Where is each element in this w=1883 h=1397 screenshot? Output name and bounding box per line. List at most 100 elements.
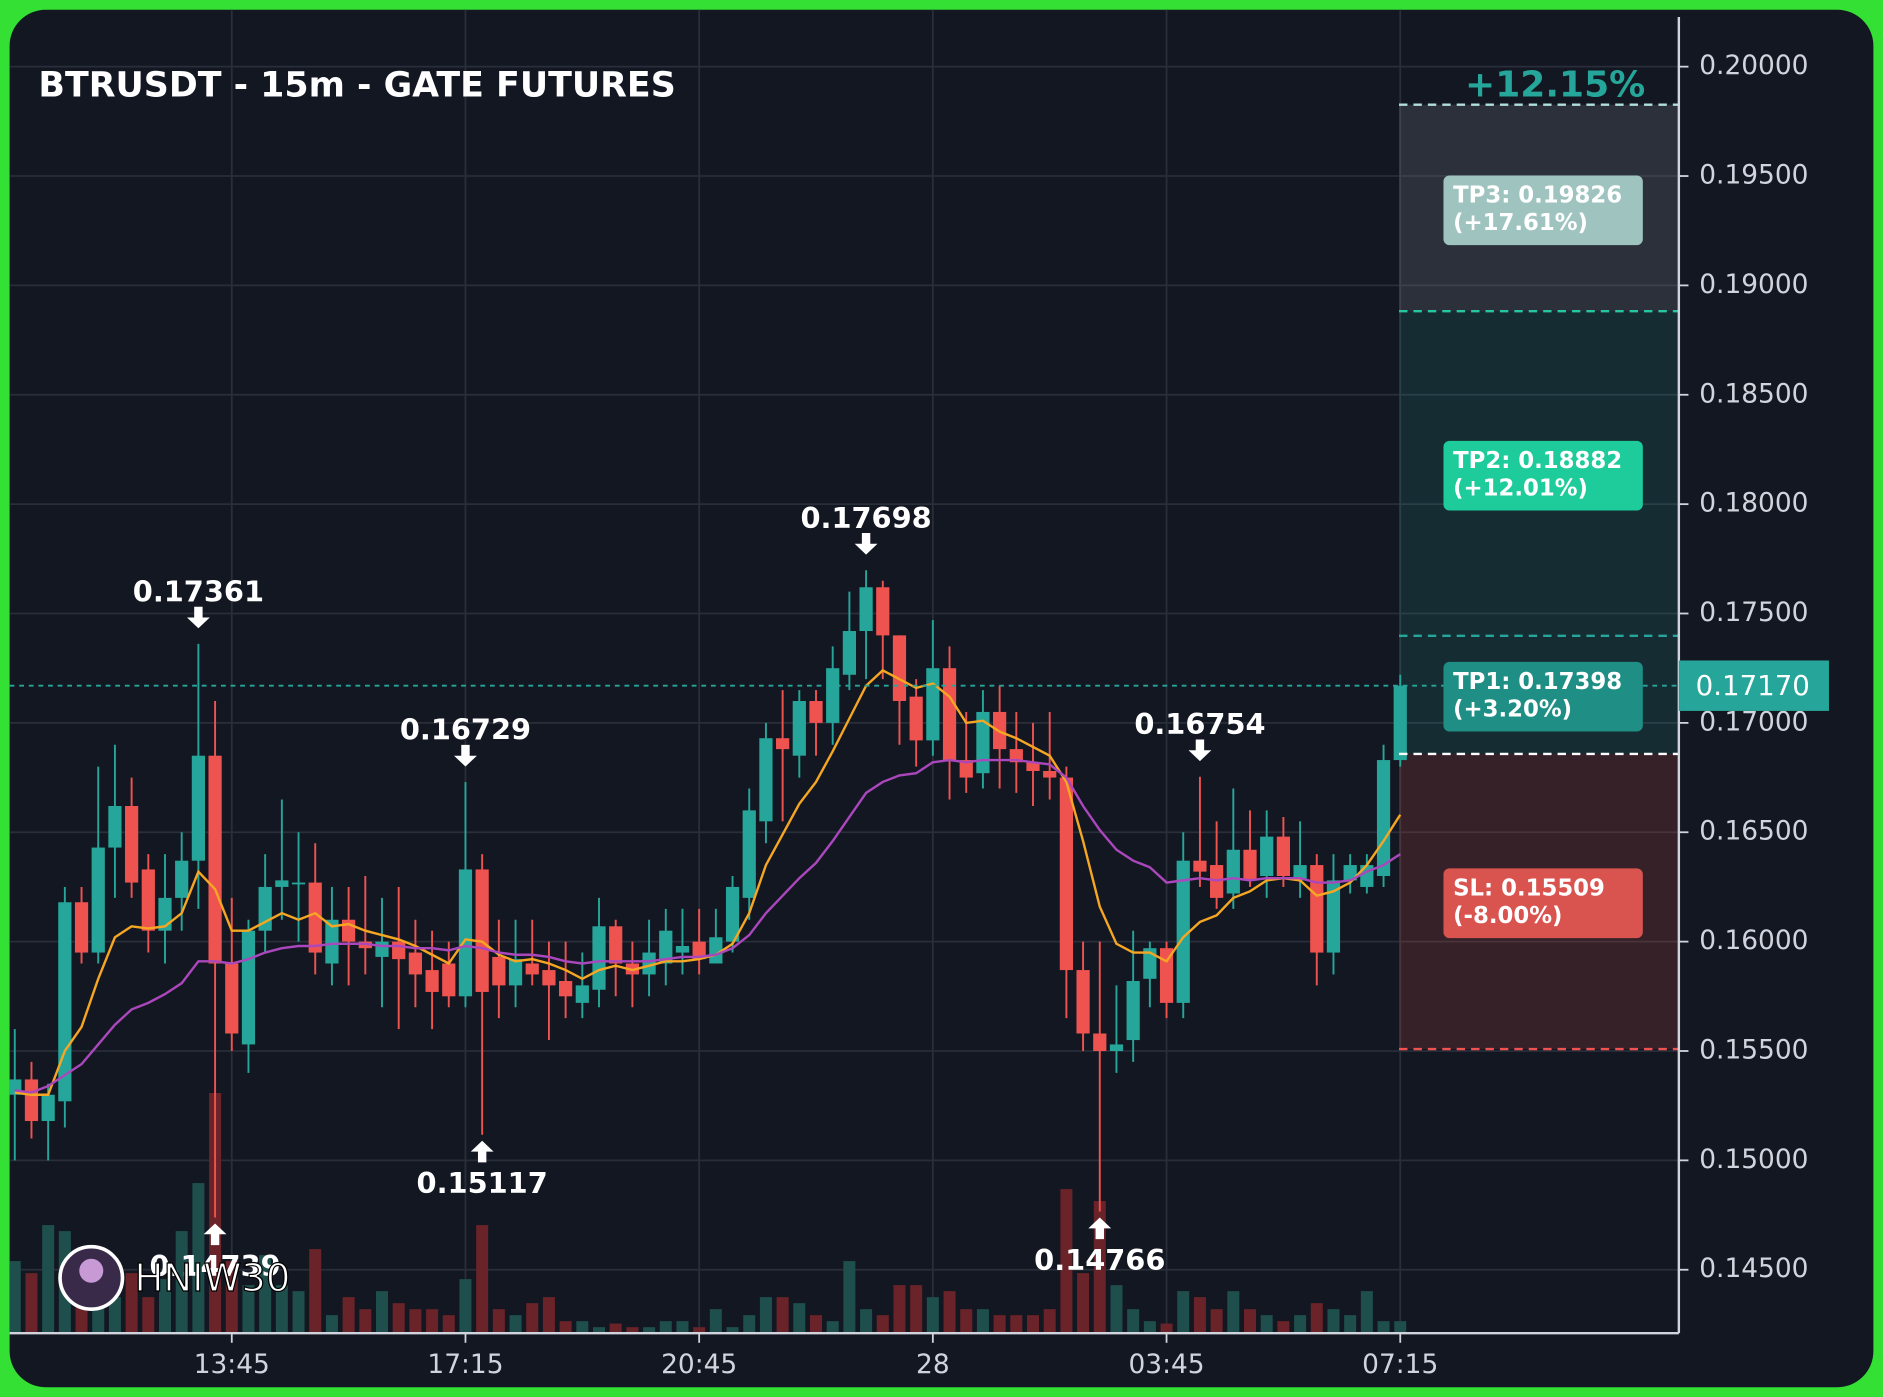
y-tick-label: 0.14500	[1699, 1253, 1808, 1284]
candle-body	[442, 963, 456, 997]
candle-body	[291, 882, 306, 885]
volume-bar	[292, 1291, 305, 1334]
candle-body	[1076, 970, 1090, 1034]
volume-bar	[42, 1225, 55, 1334]
x-tick-label: 20:45	[661, 1349, 737, 1380]
volume-bar	[526, 1303, 539, 1334]
candle-body	[542, 970, 556, 986]
volume-bar	[1360, 1291, 1373, 1334]
volume-bar	[242, 1285, 255, 1334]
candle-body	[9, 1079, 22, 1095]
candle-body	[725, 886, 740, 942]
volume-bar	[609, 1323, 622, 1334]
volume-bar	[158, 1279, 172, 1334]
volume-bar	[1277, 1321, 1290, 1334]
candle-body	[1109, 1044, 1124, 1051]
candle-body	[1343, 865, 1357, 881]
target-box	[1443, 661, 1643, 732]
candle-body	[742, 810, 756, 898]
volume-bar	[359, 1309, 372, 1334]
target-box	[1443, 440, 1643, 511]
volume-bar	[1310, 1303, 1323, 1334]
candle-body	[642, 952, 656, 975]
volume-bar	[175, 1231, 188, 1334]
candle-body	[325, 919, 339, 964]
trough-label: 0.14739	[149, 1249, 280, 1283]
target-label: SL: 0.15509	[1453, 875, 1605, 901]
y-tick-label: 0.19000	[1699, 269, 1808, 300]
candle-body	[1226, 849, 1240, 894]
candle-body	[1126, 980, 1140, 1041]
candle-body	[58, 902, 72, 1102]
candle-body	[308, 882, 322, 953]
volume-bar	[810, 1315, 823, 1334]
candle-body	[1026, 762, 1040, 772]
x-tick-label: 03:45	[1128, 1349, 1204, 1380]
candle-body	[191, 755, 205, 861]
candle-body	[508, 959, 523, 986]
volume-bar	[225, 1261, 238, 1334]
volume-bar	[576, 1321, 589, 1334]
volume-bar	[325, 1315, 338, 1334]
candle-body	[1376, 760, 1391, 877]
candle-body	[525, 963, 539, 975]
candle-body	[976, 711, 990, 774]
volume-bar	[459, 1279, 472, 1334]
volume-bar	[409, 1309, 422, 1334]
panel	[9, 9, 1874, 1388]
candle-body	[792, 701, 806, 756]
volume-bar	[1110, 1285, 1123, 1334]
candle-body	[475, 869, 489, 992]
candle-body	[1276, 836, 1290, 877]
candle-body	[375, 941, 389, 957]
volume-bar	[25, 1273, 38, 1334]
volume-bar	[943, 1291, 956, 1334]
candle-body	[826, 668, 840, 723]
gain-label: +12.15%	[1465, 65, 1645, 106]
volume-bar	[893, 1285, 906, 1334]
volume-bar	[1227, 1291, 1240, 1334]
volume-bar	[776, 1297, 789, 1334]
candle-body	[892, 635, 907, 702]
volume-bar	[125, 1273, 138, 1334]
candle-body	[942, 668, 957, 761]
volume-bar	[876, 1315, 889, 1334]
y-tick-label: 0.18500	[1699, 378, 1808, 409]
y-tick-label: 0.18000	[1699, 488, 1808, 519]
volume-bar	[1177, 1291, 1190, 1334]
candle-body	[876, 587, 890, 636]
volume-bar	[743, 1315, 756, 1334]
volume-bar	[843, 1261, 856, 1334]
y-tick-label: 0.19500	[1699, 160, 1808, 191]
candle-body	[1143, 948, 1157, 979]
volume-bar	[1244, 1309, 1257, 1334]
volume-bar	[275, 1285, 288, 1334]
candle-body	[776, 738, 790, 750]
peak-label: 0.16754	[1134, 707, 1265, 741]
overlay: 0.14500 0.15000 0.15500 0.16000 0.16500 0.170…	[133, 50, 1829, 1380]
volume-bar	[643, 1327, 656, 1334]
candle-body	[24, 1079, 39, 1121]
volume-bar	[993, 1315, 1006, 1334]
peak-label: 0.17698	[800, 501, 931, 535]
y-tick-label: 0.20000	[1699, 50, 1808, 81]
candle-body	[1326, 880, 1341, 953]
volume-bar	[1143, 1321, 1156, 1334]
volume-bar	[1327, 1309, 1340, 1334]
trough-label: 0.14766	[1034, 1243, 1165, 1277]
watermark: HNIW30	[135, 1256, 291, 1301]
volume-bar	[492, 1309, 505, 1334]
candle-body	[408, 952, 422, 975]
candle-body	[1293, 865, 1307, 881]
candle-body	[1043, 771, 1057, 778]
y-tick-label: 0.17000	[1699, 706, 1808, 737]
candle-body	[41, 1094, 55, 1121]
candle-body	[1393, 685, 1407, 761]
volume-bar	[1060, 1189, 1073, 1334]
volume-bar	[960, 1309, 973, 1334]
trough-label: 0.15117	[417, 1166, 548, 1200]
volume-bar	[826, 1321, 839, 1334]
volume-bar	[659, 1321, 672, 1334]
volume-bar	[910, 1285, 923, 1334]
candle-body	[592, 926, 606, 990]
